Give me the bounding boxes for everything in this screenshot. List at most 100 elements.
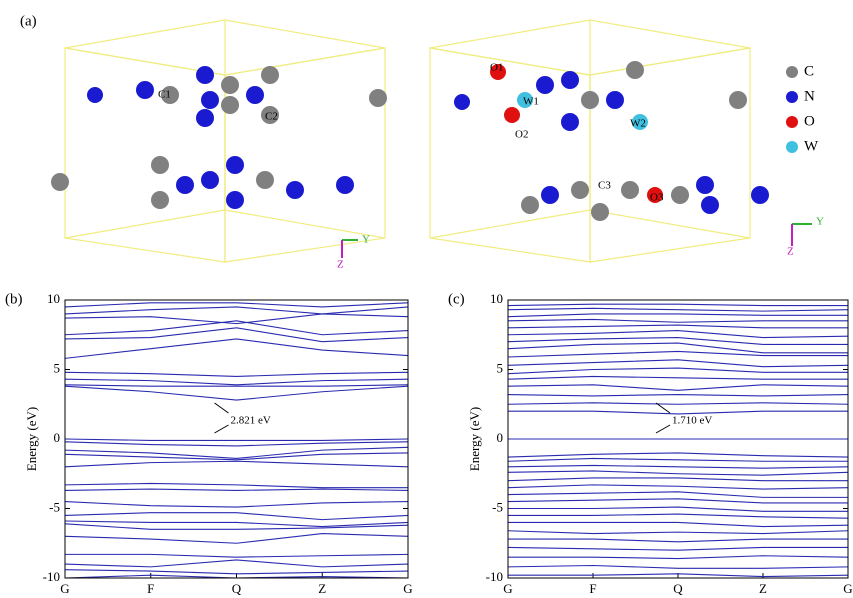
gap-annotation: 2.821 eV bbox=[231, 415, 271, 427]
y-tick-label: -5 bbox=[492, 499, 503, 514]
atom bbox=[521, 196, 539, 214]
legend-label: N bbox=[804, 88, 815, 104]
axis-label: Z bbox=[337, 259, 344, 271]
band-line bbox=[508, 485, 848, 489]
atom bbox=[201, 91, 219, 109]
band-line bbox=[65, 328, 408, 342]
atom bbox=[226, 191, 244, 209]
atom bbox=[246, 86, 264, 104]
atom bbox=[541, 186, 559, 204]
band-line bbox=[508, 499, 848, 503]
band-line bbox=[508, 319, 848, 322]
band-line bbox=[508, 556, 848, 559]
band-line bbox=[508, 492, 848, 498]
legend-label: W bbox=[804, 138, 819, 154]
band-line bbox=[65, 372, 408, 376]
band-line bbox=[65, 303, 408, 307]
atom-label: O1 bbox=[490, 62, 503, 74]
band-line bbox=[65, 483, 408, 487]
panel-label: (b) bbox=[5, 291, 23, 307]
atom bbox=[581, 91, 599, 109]
band-line bbox=[508, 368, 848, 374]
legend-swatch bbox=[786, 141, 798, 153]
band-line bbox=[65, 560, 408, 567]
atom bbox=[454, 94, 470, 110]
atom bbox=[196, 109, 214, 127]
atom bbox=[701, 196, 719, 214]
x-tick-label: Q bbox=[232, 581, 242, 596]
cube-back bbox=[65, 20, 225, 238]
atom bbox=[561, 113, 579, 131]
y-tick-label: 0 bbox=[54, 430, 61, 445]
atom bbox=[151, 191, 169, 209]
x-tick-label: G bbox=[403, 581, 412, 596]
atom bbox=[221, 96, 239, 114]
y-tick-label: 10 bbox=[47, 291, 60, 306]
band-line bbox=[508, 403, 848, 404]
x-tick-label: F bbox=[147, 581, 154, 596]
axis-label: Y bbox=[816, 216, 824, 228]
y-axis-label: Energy (eV) bbox=[467, 407, 482, 471]
atom bbox=[51, 173, 69, 191]
band-line bbox=[508, 360, 848, 367]
cube-back bbox=[590, 210, 750, 238]
x-tick-label: Z bbox=[318, 581, 326, 596]
atom bbox=[286, 181, 304, 199]
atom-label: C1 bbox=[158, 89, 171, 101]
legend-label: O bbox=[804, 113, 815, 129]
band-line bbox=[65, 502, 408, 508]
band-line bbox=[508, 308, 848, 311]
figure: (a) C1 C2 bbox=[0, 0, 853, 598]
y-tick-label: 10 bbox=[490, 291, 503, 306]
band-line bbox=[65, 314, 408, 324]
band-line bbox=[508, 458, 848, 461]
band-line bbox=[508, 471, 848, 475]
atom bbox=[561, 71, 579, 89]
band-line bbox=[508, 514, 848, 518]
band-line bbox=[65, 379, 408, 385]
atom bbox=[336, 176, 354, 194]
arrow bbox=[656, 425, 670, 433]
atom bbox=[87, 87, 103, 103]
band-line bbox=[508, 547, 848, 550]
legend-label: C bbox=[804, 63, 814, 79]
atom bbox=[606, 91, 624, 109]
atom bbox=[221, 76, 239, 94]
legend: C N O W bbox=[786, 63, 819, 154]
arrow bbox=[215, 403, 229, 413]
band-line bbox=[508, 395, 848, 396]
y-tick-label: 5 bbox=[497, 360, 504, 375]
atom bbox=[571, 181, 589, 199]
band-line bbox=[65, 386, 408, 400]
atom bbox=[261, 66, 279, 84]
gap-annotation: 1.710 eV bbox=[672, 415, 712, 427]
panel-label: (c) bbox=[448, 291, 465, 307]
band-line bbox=[508, 453, 848, 457]
y-tick-label: -10 bbox=[43, 569, 60, 584]
atom bbox=[729, 91, 747, 109]
atom bbox=[256, 171, 274, 189]
x-tick-label: Q bbox=[673, 581, 683, 596]
x-tick-label: Z bbox=[759, 581, 767, 596]
atom bbox=[536, 76, 554, 94]
atom-label: O2 bbox=[515, 129, 528, 141]
atom bbox=[226, 156, 244, 174]
cube-side bbox=[225, 48, 385, 262]
atom-label: C2 bbox=[265, 111, 278, 123]
band-line bbox=[508, 465, 848, 468]
band-line bbox=[508, 304, 848, 305]
band-line bbox=[508, 325, 848, 328]
atom bbox=[369, 89, 387, 107]
atom bbox=[751, 186, 769, 204]
atom bbox=[176, 176, 194, 194]
band-line bbox=[65, 461, 408, 467]
band-line bbox=[508, 565, 848, 568]
band-line bbox=[508, 314, 848, 317]
y-tick-label: -5 bbox=[49, 499, 60, 514]
cube-side bbox=[590, 48, 750, 262]
panel-label: (a) bbox=[20, 13, 37, 29]
axis-label: Z bbox=[787, 246, 794, 258]
x-tick-label: G bbox=[60, 581, 69, 596]
y-tick-label: 0 bbox=[497, 430, 504, 445]
band-line bbox=[508, 539, 848, 542]
